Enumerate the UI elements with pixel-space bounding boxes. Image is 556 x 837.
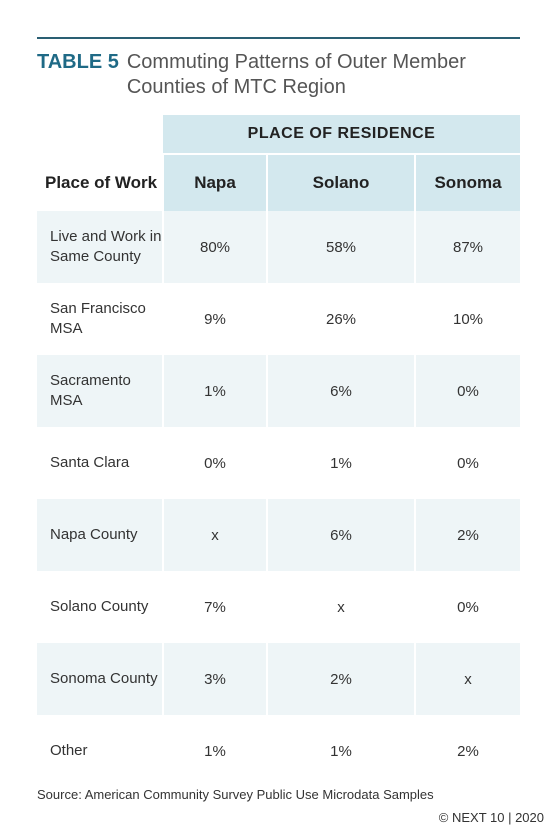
column-header: Napa bbox=[162, 154, 267, 211]
row-label: Napa County bbox=[37, 499, 163, 571]
row-label: Other bbox=[50, 742, 88, 759]
cell: 1% bbox=[266, 427, 415, 499]
cell: 1% bbox=[266, 715, 415, 787]
table-row: Napa County x 6% 2% bbox=[37, 499, 520, 571]
cell: 87% bbox=[414, 211, 520, 283]
row-label: Santa Clara bbox=[50, 454, 130, 471]
blank-corner bbox=[37, 115, 163, 154]
cell: 1% bbox=[162, 355, 267, 427]
title-block: TABLE 5 Commuting Patterns of Outer Memb… bbox=[37, 50, 520, 100]
table-row: Santa Clara 0% 1% 0% bbox=[37, 427, 520, 499]
cell: 6% bbox=[266, 355, 415, 427]
cell: x bbox=[162, 499, 267, 571]
cell: x bbox=[414, 643, 520, 715]
cell: 2% bbox=[266, 643, 415, 715]
cell: 0% bbox=[414, 427, 520, 499]
column-header: Solano bbox=[266, 154, 415, 211]
table-row: Sonoma County 3% 2% x bbox=[37, 643, 520, 715]
row-label: Sonoma County bbox=[37, 643, 163, 715]
cell: 2% bbox=[414, 715, 520, 787]
table-row: Live and Work in Same County 80% 58% 87% bbox=[37, 211, 520, 283]
table-row: Solano County 7% x 0% bbox=[37, 571, 520, 643]
row-label: Sacramento MSA bbox=[37, 355, 163, 427]
cell: 0% bbox=[162, 427, 267, 499]
cell: 1% bbox=[162, 715, 267, 787]
commute-table: PLACE OF RESIDENCE Place of Work Napa Sol… bbox=[37, 115, 520, 787]
cell: 58% bbox=[266, 211, 415, 283]
row-header: Place of Work bbox=[45, 173, 158, 192]
row-label: Solano County bbox=[50, 598, 149, 615]
cell: 9% bbox=[162, 283, 267, 355]
source: Source: American Community Survey Public… bbox=[37, 787, 434, 802]
cell: 26% bbox=[266, 283, 415, 355]
cell: x bbox=[266, 571, 415, 643]
cell: 80% bbox=[162, 211, 267, 283]
top-rule bbox=[37, 37, 520, 39]
table-row: San Francisco MSA 9% 26% 10% bbox=[37, 283, 520, 355]
table-title: Commuting Patterns of Outer Member Count… bbox=[126, 51, 466, 98]
row-label: Live and Work in Same County bbox=[37, 211, 163, 283]
cell: 2% bbox=[414, 499, 520, 571]
table-row: Sacramento MSA 1% 6% 0% bbox=[37, 355, 520, 427]
cell: 0% bbox=[414, 355, 520, 427]
column-header: Sonoma bbox=[414, 154, 520, 211]
column-group: PLACE OF RESIDENCE bbox=[163, 115, 520, 155]
row-label: San Francisco MSA bbox=[50, 300, 146, 337]
cell: 6% bbox=[266, 499, 415, 571]
table-row: Other 1% 1% 2% bbox=[37, 715, 520, 787]
cell: 10% bbox=[414, 283, 520, 355]
copyright: © NEXT 10 | 2020 bbox=[438, 810, 544, 825]
cell: 3% bbox=[162, 643, 267, 715]
cell: 7% bbox=[162, 571, 267, 643]
table-label: TABLE 5 bbox=[37, 51, 119, 73]
cell: 0% bbox=[414, 571, 520, 643]
